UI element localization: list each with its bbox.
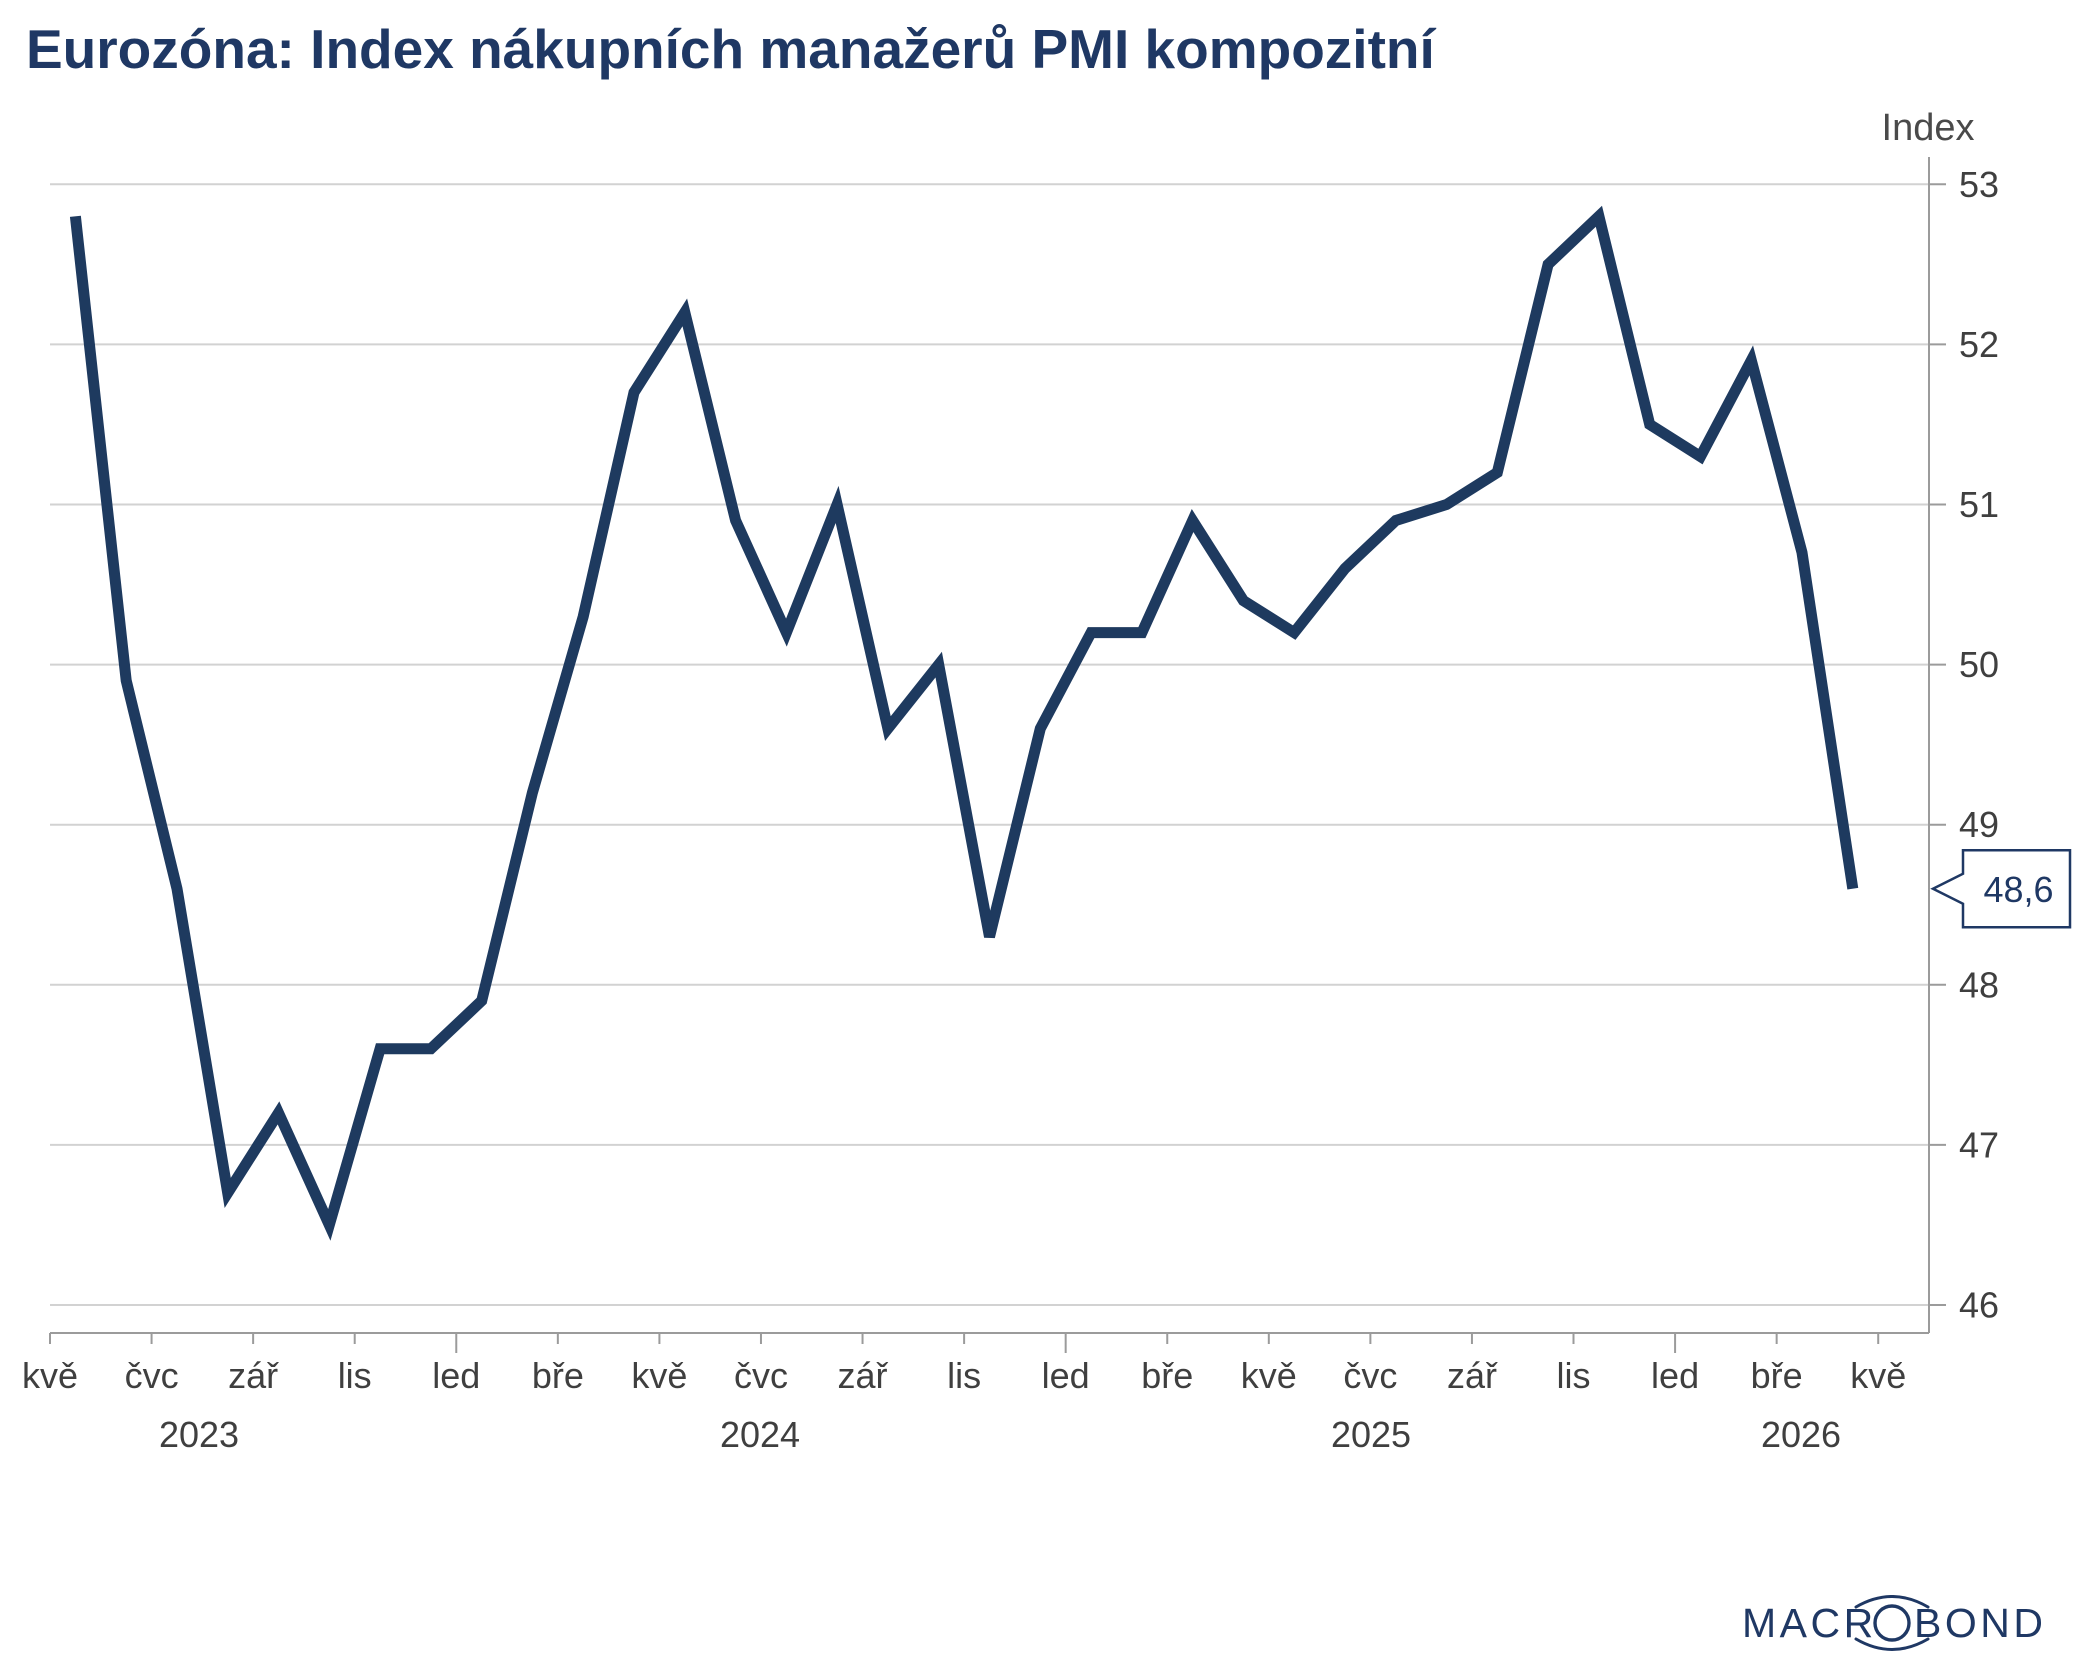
y-axis-unit-label: Index [1882,107,1975,149]
x-month-label: bře [1751,1355,1803,1396]
x-month-label: zář [1447,1355,1498,1396]
y-tick-label: 47 [1959,1124,1999,1165]
x-month-label: kvě [1241,1355,1297,1396]
x-month-label: čvc [125,1355,179,1396]
y-tick-label: 52 [1959,324,1999,365]
pmi-line-chart: 53 52 51 50 49 48 47 46 kvě čvc zář lis led bře kvě čvc… [22,107,2072,1455]
axis-labels-layer: 53 52 51 50 49 48 47 46 kvě čvc zář lis led bře kvě čvc… [22,164,1999,1396]
x-month-label: lis [947,1355,981,1396]
x-month-label: zář [838,1355,889,1396]
logo-o-ring-icon [1873,1604,1911,1642]
x-month-label: bře [532,1355,584,1396]
y-tick-label: 48 [1959,964,1999,1005]
pmi-series-line [69,205,1859,1241]
x-month-label: čvc [734,1355,788,1396]
x-month-label: kvě [1850,1355,1906,1396]
y-tick-label: 51 [1959,484,1999,525]
x-month-label: kvě [22,1355,78,1396]
y-tick-label: 46 [1959,1285,1999,1326]
macrobond-logo: MACR BOND [1742,1595,2046,1651]
callout-value: 48,6 [1983,869,2053,910]
x-month-label: led [432,1355,480,1396]
year-label-2023: 2023 [159,1414,239,1455]
logo-text-right: BOND [1914,1600,2046,1646]
y-tick-label: 49 [1959,804,1999,845]
x-month-label: led [1042,1355,1090,1396]
year-label-2025: 2025 [1331,1414,1411,1455]
x-month-label: bře [1141,1355,1193,1396]
year-label-2024: 2024 [720,1414,800,1455]
x-month-label: lis [338,1355,372,1396]
y-tick-label: 53 [1959,164,1999,205]
x-month-label: čvc [1343,1355,1397,1396]
callout-bubble [1930,848,2072,929]
last-value-callout: 48,6 [1930,848,2072,929]
gridlines-layer [50,183,1929,1306]
x-month-label: led [1651,1355,1699,1396]
pmi-chart-page: { "title": "Eurozóna: Index nákupních ma… [21,18,2072,1651]
x-month-label: lis [1557,1355,1591,1396]
year-label-2026: 2026 [1761,1414,1841,1455]
y-tick-label: 50 [1959,644,1999,685]
page-title: Eurozóna: Index nákupních manažerů PMI k… [26,18,1435,80]
axes-layer [49,157,1946,1353]
series-layer [69,205,1859,1241]
x-month-label: kvě [631,1355,687,1396]
x-month-label: zář [228,1355,279,1396]
